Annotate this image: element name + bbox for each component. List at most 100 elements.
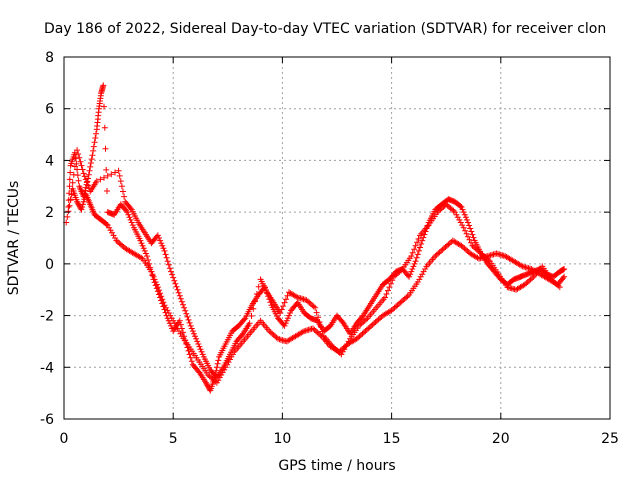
x-tick-label: 0 <box>60 431 69 447</box>
data-point <box>101 124 108 131</box>
data-point <box>168 322 174 329</box>
data-point <box>466 222 473 229</box>
data-point <box>137 237 144 244</box>
data-point <box>90 143 97 150</box>
data-point <box>184 313 191 320</box>
data-point <box>315 314 322 321</box>
data-point <box>468 239 474 246</box>
data-point <box>112 235 118 241</box>
data-point <box>142 250 149 257</box>
data-point <box>186 351 193 358</box>
data-point <box>138 240 145 247</box>
data-point <box>281 299 288 306</box>
data-point <box>182 307 189 314</box>
data-point <box>154 232 161 239</box>
data-point <box>176 292 183 299</box>
data-point <box>561 273 568 280</box>
data-point <box>398 267 405 274</box>
data-point <box>278 306 285 313</box>
data-point <box>153 281 160 288</box>
data-point <box>125 211 132 218</box>
data-point <box>85 182 91 189</box>
data-point <box>239 332 245 338</box>
data-point <box>85 171 92 178</box>
data-point <box>97 176 104 183</box>
data-point <box>419 237 426 244</box>
data-point <box>151 276 158 283</box>
data-point <box>188 325 195 332</box>
data-point <box>67 196 74 203</box>
data-point <box>177 321 184 328</box>
x-tick-label: 25 <box>601 431 619 447</box>
data-point <box>387 280 394 287</box>
data-point <box>159 296 166 303</box>
data-point <box>549 277 556 284</box>
data-point <box>359 313 366 320</box>
x-tick-label: 15 <box>383 431 401 447</box>
data-point <box>460 209 467 216</box>
data-point <box>390 273 397 280</box>
data-point <box>414 239 421 246</box>
data-point <box>307 300 314 307</box>
data-point <box>411 246 418 253</box>
data-point <box>104 222 111 229</box>
data-point <box>246 320 253 327</box>
data-point <box>412 242 419 249</box>
data-point <box>469 231 476 238</box>
data-point <box>100 82 107 89</box>
data-point <box>457 203 464 210</box>
data-point <box>144 253 150 260</box>
data-point <box>140 245 147 252</box>
data-point <box>160 245 167 252</box>
data-point <box>331 344 338 351</box>
data-point <box>103 166 110 173</box>
data-point <box>366 324 373 331</box>
data-point <box>68 188 75 194</box>
data-point <box>101 103 107 110</box>
data-point <box>359 330 366 337</box>
data-point <box>215 357 222 364</box>
data-point <box>407 271 414 278</box>
data-point <box>128 219 135 226</box>
data-point <box>277 310 284 316</box>
data-point <box>422 266 429 272</box>
data-point <box>203 379 209 386</box>
data-point <box>372 319 379 325</box>
data-point <box>83 179 90 186</box>
data-point <box>78 206 85 213</box>
data-point <box>178 298 185 305</box>
data-point <box>81 173 88 180</box>
data-point <box>168 268 174 275</box>
x-axis-label: GPS time / hours <box>278 458 395 474</box>
data-point <box>121 193 128 200</box>
data-point <box>66 202 73 209</box>
data-point <box>160 299 167 306</box>
data-point <box>120 188 126 195</box>
data-point <box>108 171 115 178</box>
data-point <box>523 280 530 287</box>
data-points <box>63 82 568 394</box>
data-point <box>76 154 83 161</box>
data-point <box>194 338 201 345</box>
data-point <box>127 205 134 212</box>
data-point <box>174 325 181 332</box>
y-tick-label: -6 <box>40 412 54 428</box>
data-point <box>383 291 390 297</box>
data-point <box>556 284 563 291</box>
data-point <box>461 211 468 218</box>
data-point <box>467 225 474 232</box>
data-point <box>187 354 194 361</box>
data-point <box>198 348 205 355</box>
data-point <box>458 204 465 210</box>
data-point <box>127 216 134 223</box>
data-point <box>465 219 471 226</box>
data-point <box>412 258 419 265</box>
y-tick-label: 0 <box>45 257 54 273</box>
data-point <box>112 169 118 176</box>
data-point <box>409 266 416 272</box>
data-point <box>415 235 422 242</box>
data-point <box>158 240 165 247</box>
data-point <box>156 287 162 294</box>
data-point <box>65 208 72 215</box>
